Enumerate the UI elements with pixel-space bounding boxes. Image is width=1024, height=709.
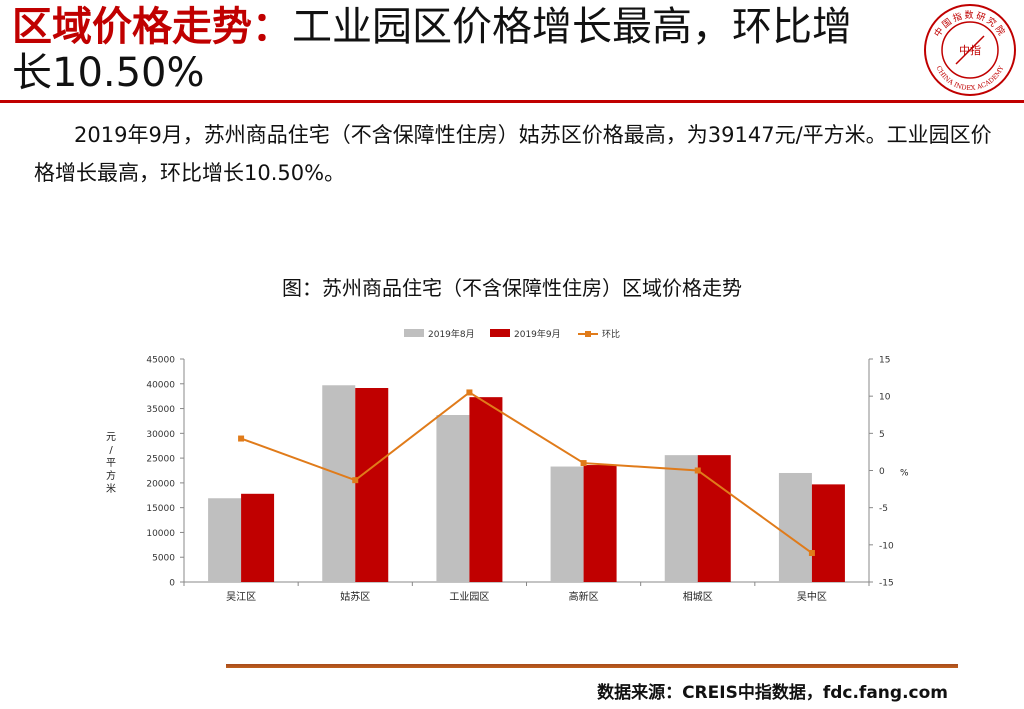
bar-aug — [550, 466, 584, 582]
legend-marker — [585, 331, 591, 337]
x-tick-label: 吴江区 — [226, 591, 256, 603]
x-tick-label: 工业园区 — [449, 591, 489, 603]
mom-change-point — [352, 477, 359, 484]
page-title: 区域价格走势：工业园区价格增长最高，环比增 长10.50% — [12, 4, 912, 96]
x-tick-label: 姑苏区 — [340, 590, 370, 603]
data-source: 数据来源：CREIS中指数据，fdc.fang.com — [597, 683, 948, 703]
mom-change-point — [238, 435, 245, 442]
bar-sep — [355, 388, 389, 582]
y-tick-label: 25000 — [146, 455, 175, 465]
bar-sep — [811, 484, 845, 582]
logo-slash-mark — [955, 35, 985, 65]
legend-label: 环比 — [602, 328, 620, 340]
header-divider — [0, 100, 1024, 103]
y-axis-label: 元/平方米 — [106, 432, 116, 495]
mom-change-point — [580, 460, 587, 467]
y-tick-label: 20000 — [146, 479, 175, 489]
legend-label: 2019年8月 — [428, 328, 475, 340]
title-accent: 区域价格走势： — [12, 4, 292, 50]
x-tick-label: 相城区 — [683, 590, 713, 603]
y-tick-label: 45000 — [146, 356, 175, 366]
x-tick-label: 吴中区 — [797, 590, 827, 603]
bar-aug — [208, 498, 242, 582]
mom-change-point — [694, 467, 701, 474]
mom-change-point — [466, 389, 473, 396]
chart-line — [238, 389, 815, 557]
bar-aug — [664, 455, 698, 582]
china-index-academy-logo: 中国指数研究院 CHINA INDEX ACADEMY 中指 — [924, 4, 1016, 96]
title-rest: 工业园区价格增长最高，环比增 — [292, 4, 852, 50]
legend-swatch — [404, 329, 424, 337]
y-tick-label: 15000 — [146, 504, 175, 514]
mom-change-line — [240, 391, 813, 554]
x-tick-label: 高新区 — [569, 590, 599, 603]
chart-caption: 图：苏州商品住宅（不含保障性住房）区域价格走势 — [282, 276, 742, 300]
footer-divider — [226, 664, 958, 668]
y2-tick-label: -15 — [879, 579, 894, 589]
y2-axis-label: % — [900, 469, 909, 479]
title-line2: 长10.50% — [12, 50, 205, 96]
bar-aug — [436, 414, 470, 582]
chart-bars — [208, 385, 845, 582]
y2-tick-label: 0 — [879, 467, 885, 477]
y-tick-label: 5000 — [152, 554, 175, 564]
legend-label: 2019年9月 — [514, 328, 561, 340]
bar-aug — [322, 385, 356, 582]
bar-aug — [778, 472, 812, 582]
mom-change-point — [808, 550, 815, 557]
y2-tick-label: 5 — [879, 430, 885, 440]
y-tick-label: 0 — [169, 579, 175, 589]
y-tick-label: 35000 — [146, 405, 175, 415]
bar-sep — [583, 465, 617, 582]
chart-legend: 2019年8月 2019年9月 环比 — [404, 328, 620, 340]
bar-sep — [241, 493, 275, 582]
y-tick-label: 30000 — [146, 430, 175, 440]
y2-tick-label: 15 — [879, 356, 890, 366]
y2-tick-label: 10 — [879, 393, 891, 403]
y2-tick-label: -10 — [879, 541, 894, 551]
chart-axes: 0 5000 10000 15000 20000 25000 30000 35000 40000… — [106, 356, 909, 604]
y2-tick-label: -5 — [879, 504, 888, 514]
summary-paragraph: 2019年9月，苏州商品住宅（不含保障性住房）姑苏区价格最高，为39147元/平… — [34, 123, 992, 185]
legend-swatch — [490, 329, 510, 337]
bar-sep — [697, 455, 731, 582]
y-tick-label: 10000 — [146, 529, 175, 539]
y-tick-label: 40000 — [146, 380, 175, 390]
bar-sep — [469, 397, 503, 582]
